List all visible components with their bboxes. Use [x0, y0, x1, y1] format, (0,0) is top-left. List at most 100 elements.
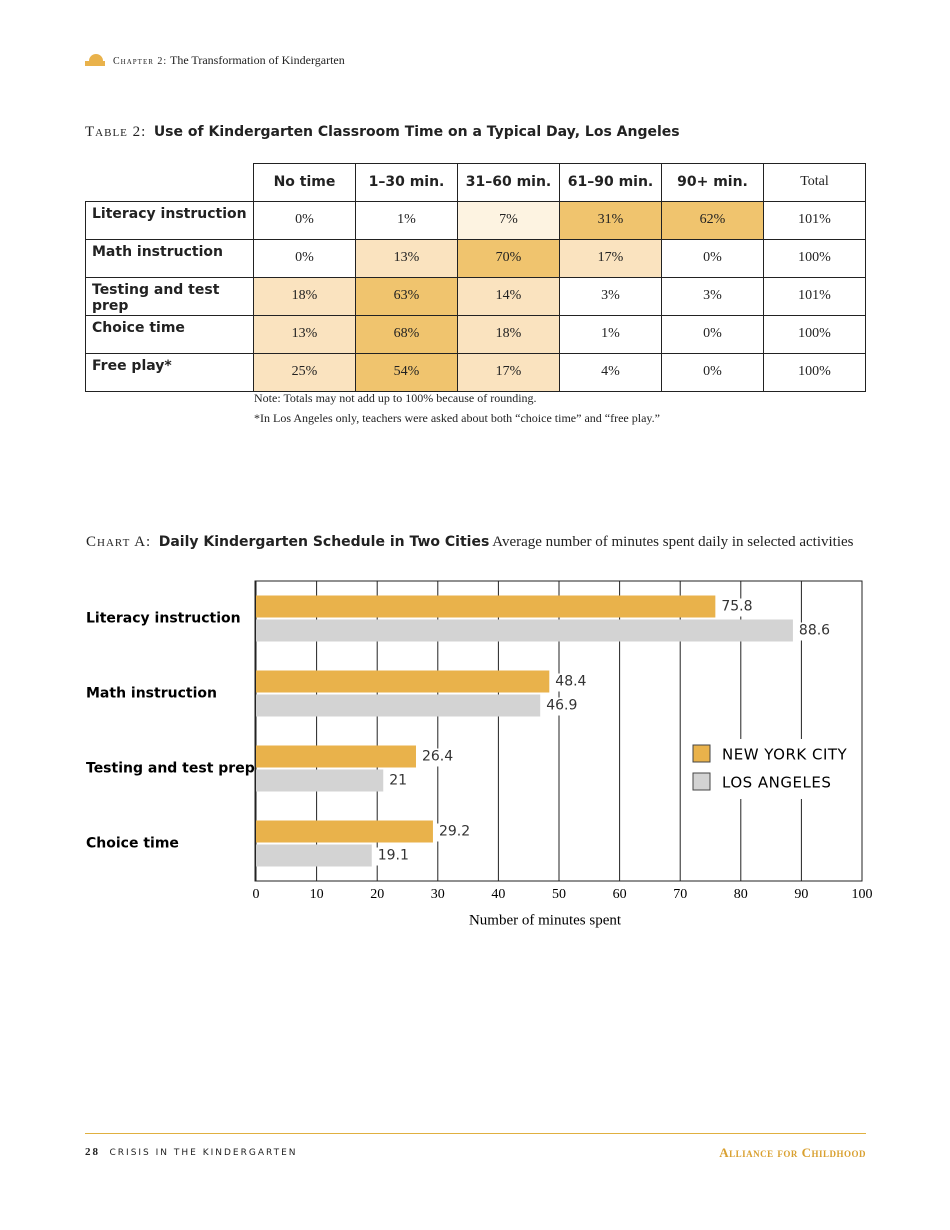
table-cell: 101%: [763, 200, 866, 240]
table-cell: 0%: [661, 238, 764, 278]
table-cell: 17%: [559, 238, 662, 278]
column-header: No time: [253, 163, 356, 202]
publisher: Alliance for Childhood: [719, 1145, 866, 1160]
chart-subtitle: Average number of minutes spent daily in…: [492, 534, 854, 550]
table-caption: Table 2: Use of Kindergarten Classroom T…: [85, 124, 680, 141]
table-notes: Note: Totals may not add up to 100% beca…: [254, 388, 660, 428]
chart-title: Daily Kindergarten Schedule in Two Citie…: [158, 534, 490, 550]
data-table: No time 1–30 min. 31–60 min. 61–90 min. 90+ …: [85, 163, 866, 392]
label-backdrop: [374, 847, 415, 866]
corner-cell: [85, 163, 254, 201]
table-row: Free play* 25% 54% 17% 4% 0% 100%: [85, 352, 866, 392]
label-backdrop: [552, 673, 593, 692]
legend-label: NEW YORK CITY: [722, 746, 848, 764]
column-header: 90+ min.: [661, 163, 764, 202]
table-cell: 4%: [559, 352, 662, 392]
table-cell: 25%: [253, 352, 356, 392]
label-backdrop: [795, 622, 836, 641]
x-tick-label: 20: [370, 887, 384, 902]
book-title: CRISIS IN THE KINDERGARTEN: [109, 1148, 298, 1158]
category-label: Literacy instruction: [86, 611, 241, 627]
x-tick-label: 0: [253, 887, 260, 902]
label-backdrop: [386, 772, 427, 791]
x-axis-label: Number of minutes spent: [469, 912, 622, 928]
table-label: Table 2:: [85, 124, 147, 140]
bar: [256, 595, 716, 618]
row-label: Math instruction: [85, 238, 254, 278]
table-cell: 13%: [355, 238, 458, 278]
chapter-label: Chapter 2:: [113, 56, 168, 67]
footer-left: 28 CRISIS IN THE KINDERGARTEN: [85, 1146, 298, 1158]
table-title: Use of Kindergarten Classroom Time on a …: [153, 124, 680, 140]
row-label: Free play*: [85, 352, 254, 392]
note: *In Los Angeles only, teachers were aske…: [254, 411, 660, 425]
table-cell: 100%: [763, 238, 866, 278]
chart-caption: Chart A: Daily Kindergarten Schedule in …: [86, 534, 854, 551]
x-tick-label: 30: [431, 887, 445, 902]
table-cell: 0%: [253, 238, 356, 278]
x-tick-label: 80: [734, 887, 748, 902]
value-label: 46.9: [546, 698, 577, 714]
label-backdrop: [543, 697, 584, 716]
table-cell: 13%: [253, 314, 356, 354]
table-cell: 18%: [457, 314, 560, 354]
table-cell: 0%: [253, 200, 356, 240]
label-backdrop: [435, 823, 476, 842]
value-label: 88.6: [799, 623, 830, 639]
legend-swatch: [692, 744, 711, 763]
value-label: 48.4: [555, 674, 586, 690]
x-tick-label: 50: [552, 887, 566, 902]
table-cell: 68%: [355, 314, 458, 354]
legend-backdrop: [689, 739, 854, 799]
row-label: Testing and test prep: [85, 276, 254, 316]
bar: [256, 619, 793, 642]
running-header: Chapter 2: The Transformation of Kinderg…: [113, 53, 345, 68]
bar: [256, 844, 372, 867]
footer-rule: [85, 1133, 866, 1134]
legend-label: LOS ANGELES: [722, 774, 831, 792]
x-tick-label: 90: [794, 887, 808, 902]
x-tick-label: 70: [673, 887, 687, 902]
chapter-icon: [85, 54, 105, 66]
table-row: Testing and test prep 18% 63% 14% 3% 3% 101%: [85, 276, 866, 316]
table-cell: 62%: [661, 200, 764, 240]
category-label: Choice time: [86, 836, 179, 852]
legend-swatch: [692, 772, 711, 791]
x-tick-label: 10: [310, 887, 324, 902]
table-cell: 3%: [559, 276, 662, 316]
category-label: Testing and test prep: [86, 761, 255, 777]
table-cell: 17%: [457, 352, 560, 392]
table-cell: 1%: [355, 200, 458, 240]
bar: [256, 745, 416, 768]
x-tick-label: 60: [613, 887, 627, 902]
category-label: Math instruction: [86, 686, 217, 702]
value-label: 21: [389, 773, 407, 789]
chart-label: Chart A:: [86, 534, 152, 550]
table-cell: 54%: [355, 352, 458, 392]
value-label: 29.2: [439, 824, 470, 840]
table-row: Choice time 13% 68% 18% 1% 0% 100%: [85, 314, 866, 354]
column-header: 1–30 min.: [355, 163, 458, 202]
bar: [256, 820, 433, 843]
value-label: 26.4: [422, 749, 453, 765]
value-label: 75.8: [721, 599, 752, 615]
chapter-title: The Transformation of Kindergarten: [169, 53, 345, 67]
table-cell: 1%: [559, 314, 662, 354]
table-cell: 31%: [559, 200, 662, 240]
table-cell: 14%: [457, 276, 560, 316]
table-cell: 101%: [763, 276, 866, 316]
bar: [256, 769, 384, 792]
note: Note: Totals may not add up to 100% beca…: [254, 391, 537, 405]
x-tick-label: 100: [852, 887, 873, 902]
chart: 0 10 20 30 40 50 60 70 80 90 100 Number of minutes …: [86, 580, 873, 928]
bar: [256, 670, 550, 693]
table-cell: 100%: [763, 352, 866, 392]
x-tick-label: 40: [491, 887, 505, 902]
bar: [256, 694, 541, 717]
label-backdrop: [418, 748, 459, 767]
label-backdrop: [718, 598, 759, 617]
table-cell: 7%: [457, 200, 560, 240]
table-row: Math instruction 0% 13% 70% 17% 0% 100%: [85, 238, 866, 278]
page-number: 28: [85, 1146, 100, 1158]
